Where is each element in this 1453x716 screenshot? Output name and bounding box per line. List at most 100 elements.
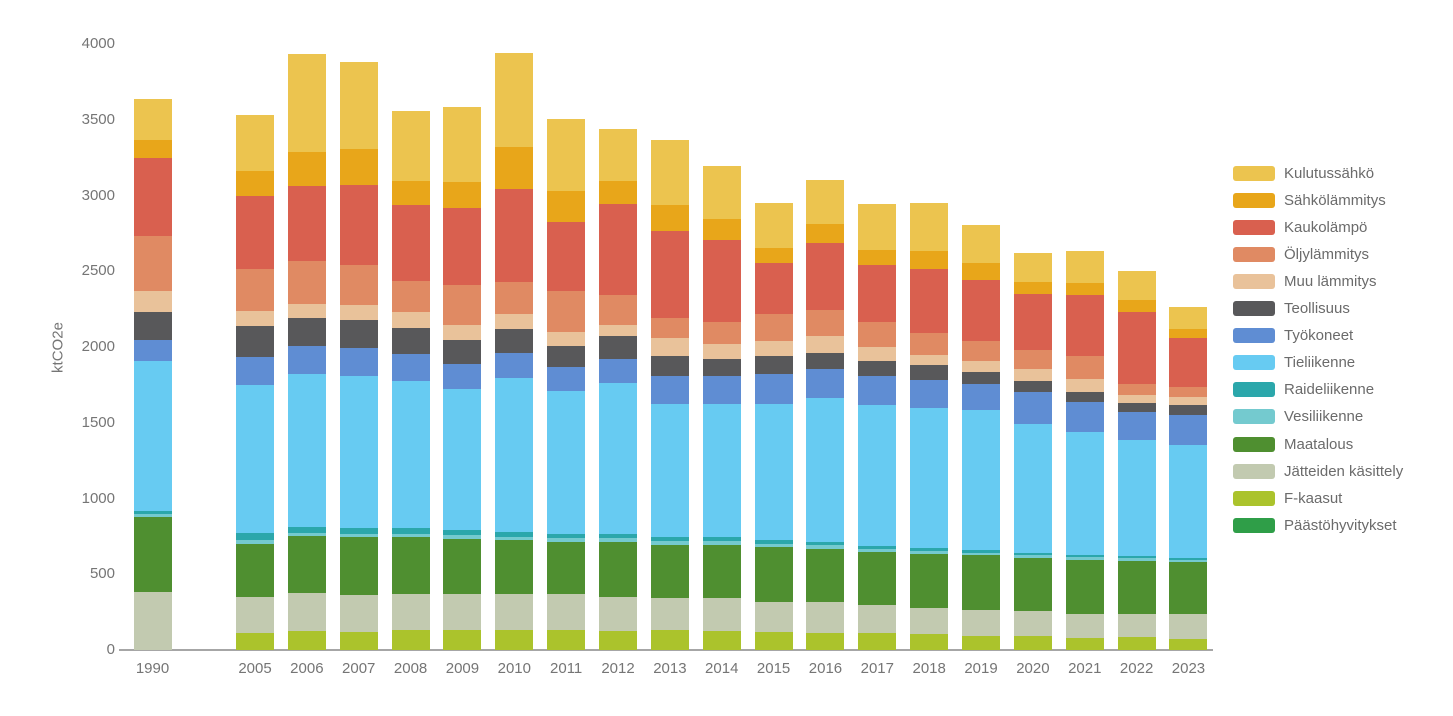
bar-segment-Sähkölämmitys[interactable] (599, 181, 638, 204)
bar-segment-Muu lämmitys[interactable] (599, 324, 638, 337)
bar-segment-Teollisuus[interactable] (754, 355, 793, 374)
bar-segment-Kaukolämpö[interactable] (443, 208, 482, 285)
legend-item-Tieliikenne[interactable]: Tieliikenne (1233, 353, 1355, 373)
bar-segment-Sähkölämmitys[interactable] (1065, 282, 1104, 295)
bar-segment-Vesiliikenne[interactable] (1169, 559, 1208, 563)
bar-segment-Teollisuus[interactable] (1013, 380, 1052, 393)
bar-segment-Maatalous[interactable] (391, 537, 430, 594)
bar-segment-Vesiliikenne[interactable] (1013, 554, 1052, 558)
bar-segment-Tieliikenne[interactable] (1013, 423, 1052, 553)
bar-segment-Muu lämmitys[interactable] (133, 291, 172, 313)
bar-segment-Työkoneet[interactable] (1013, 392, 1052, 424)
bar-segment-Jätteiden käsittely[interactable] (650, 598, 689, 631)
bar-segment-Kaukolämpö[interactable] (962, 279, 1001, 342)
bar-segment-F-kaasut[interactable] (391, 629, 430, 650)
bar-segment-Raideliikenne[interactable] (1013, 552, 1052, 555)
bar-segment-Sähkölämmitys[interactable] (287, 152, 326, 186)
bar-segment-Kulutussähkö[interactable] (599, 128, 638, 181)
bar-segment-Sähkölämmitys[interactable] (547, 190, 586, 223)
bar-segment-Kaukolämpö[interactable] (599, 203, 638, 295)
legend-item-Kulutussähkö[interactable]: Kulutussähkö (1233, 163, 1374, 183)
bar-segment-Muu lämmitys[interactable] (910, 354, 949, 366)
bar-segment-Teollisuus[interactable] (1065, 392, 1104, 403)
bar-segment-Kulutussähkö[interactable] (236, 114, 274, 172)
bar-segment-Kulutussähkö[interactable] (702, 165, 741, 219)
bar-segment-Työkoneet[interactable] (702, 376, 741, 405)
bar-segment-Tieliikenne[interactable] (236, 384, 274, 534)
bar-segment-Raideliikenne[interactable] (339, 527, 378, 534)
bar-segment-Muu lämmitys[interactable] (236, 311, 274, 327)
bar-segment-Teollisuus[interactable] (858, 360, 897, 377)
bar-segment-Vesiliikenne[interactable] (806, 545, 845, 549)
bar-2007[interactable] (339, 61, 378, 650)
bar-segment-Teollisuus[interactable] (806, 353, 845, 369)
bar-segment-Jätteiden käsittely[interactable] (443, 593, 482, 631)
bar-segment-Tieliikenne[interactable] (287, 373, 326, 527)
bar-2010[interactable] (495, 52, 534, 650)
bar-segment-Raideliikenne[interactable] (1117, 556, 1156, 558)
bar-segment-Tieliikenne[interactable] (962, 410, 1001, 551)
bar-segment-Raideliikenne[interactable] (236, 533, 274, 540)
bar-segment-Jätteiden käsittely[interactable] (236, 596, 274, 634)
bar-segment-Kulutussähkö[interactable] (806, 179, 845, 225)
bar-segment-Teollisuus[interactable] (702, 359, 741, 377)
bar-segment-Tieliikenne[interactable] (858, 405, 897, 547)
bar-segment-Maatalous[interactable] (650, 544, 689, 599)
bar-segment-Jätteiden käsittely[interactable] (495, 593, 534, 630)
bar-segment-Vesiliikenne[interactable] (547, 538, 586, 542)
bar-segment-Maatalous[interactable] (1013, 557, 1052, 612)
bar-segment-Vesiliikenne[interactable] (702, 541, 741, 545)
bar-segment-Kulutussähkö[interactable] (650, 139, 689, 205)
bar-segment-Kaukolämpö[interactable] (339, 184, 378, 265)
bar-segment-Sähkölämmitys[interactable] (910, 251, 949, 270)
bar-segment-Sähkölämmitys[interactable] (1013, 281, 1052, 294)
bar-segment-Työkoneet[interactable] (858, 376, 897, 406)
bar-segment-Teollisuus[interactable] (1117, 402, 1156, 412)
bar-segment-Teollisuus[interactable] (495, 329, 534, 353)
bar-2013[interactable] (650, 139, 689, 650)
bar-segment-Raideliikenne[interactable] (858, 546, 897, 550)
bar-segment-Kulutussähkö[interactable] (1013, 252, 1052, 282)
bar-segment-Sähkölämmitys[interactable] (443, 181, 482, 209)
bar-segment-Muu lämmitys[interactable] (443, 325, 482, 341)
bar-segment-Vesiliikenne[interactable] (287, 532, 326, 537)
bar-segment-Jätteiden käsittely[interactable] (754, 601, 793, 632)
bar-segment-Kaukolämpö[interactable] (806, 242, 845, 310)
bar-segment-Vesiliikenne[interactable] (1065, 556, 1104, 560)
bar-segment-Teollisuus[interactable] (391, 327, 430, 354)
bar-segment-Jätteiden käsittely[interactable] (806, 602, 845, 634)
bar-segment-Muu lämmitys[interactable] (287, 303, 326, 318)
bar-segment-F-kaasut[interactable] (910, 634, 949, 650)
bar-segment-F-kaasut[interactable] (702, 631, 741, 650)
bar-segment-Työkoneet[interactable] (1065, 402, 1104, 432)
bar-segment-Vesiliikenne[interactable] (962, 552, 1001, 556)
bar-segment-Kaukolämpö[interactable] (1117, 312, 1156, 384)
bar-segment-Raideliikenne[interactable] (702, 537, 741, 542)
bar-segment-Öljylämmitys[interactable] (599, 294, 638, 325)
bar-segment-Maatalous[interactable] (910, 553, 949, 609)
bar-segment-Muu lämmitys[interactable] (339, 305, 378, 321)
bar-segment-Raideliikenne[interactable] (287, 526, 326, 533)
bar-segment-Työkoneet[interactable] (287, 345, 326, 374)
bar-segment-Kulutussähkö[interactable] (962, 224, 1001, 264)
bar-segment-Työkoneet[interactable] (806, 368, 845, 398)
bar-segment-Sähkölämmitys[interactable] (339, 149, 378, 185)
bar-segment-Raideliikenne[interactable] (650, 537, 689, 542)
bar-segment-Sähkölämmitys[interactable] (1169, 328, 1208, 339)
bar-segment-Tieliikenne[interactable] (391, 380, 430, 529)
bar-segment-F-kaasut[interactable] (806, 633, 845, 650)
bar-segment-F-kaasut[interactable] (1169, 639, 1208, 650)
bar-segment-Sähkölämmitys[interactable] (754, 247, 793, 264)
bar-segment-Maatalous[interactable] (1169, 562, 1208, 615)
legend-item-Raideliikenne[interactable]: Raideliikenne (1233, 380, 1374, 400)
bar-segment-Vesiliikenne[interactable] (133, 514, 172, 518)
bar-segment-Jätteiden käsittely[interactable] (287, 593, 326, 632)
bar-segment-Vesiliikenne[interactable] (339, 533, 378, 538)
bar-segment-Työkoneet[interactable] (650, 375, 689, 404)
bar-segment-Vesiliikenne[interactable] (650, 541, 689, 545)
bar-segment-Maatalous[interactable] (806, 548, 845, 603)
bar-segment-Öljylämmitys[interactable] (806, 309, 845, 337)
bar-segment-Kulutussähkö[interactable] (858, 203, 897, 250)
bar-segment-F-kaasut[interactable] (1013, 636, 1052, 650)
bar-segment-Maatalous[interactable] (443, 538, 482, 594)
